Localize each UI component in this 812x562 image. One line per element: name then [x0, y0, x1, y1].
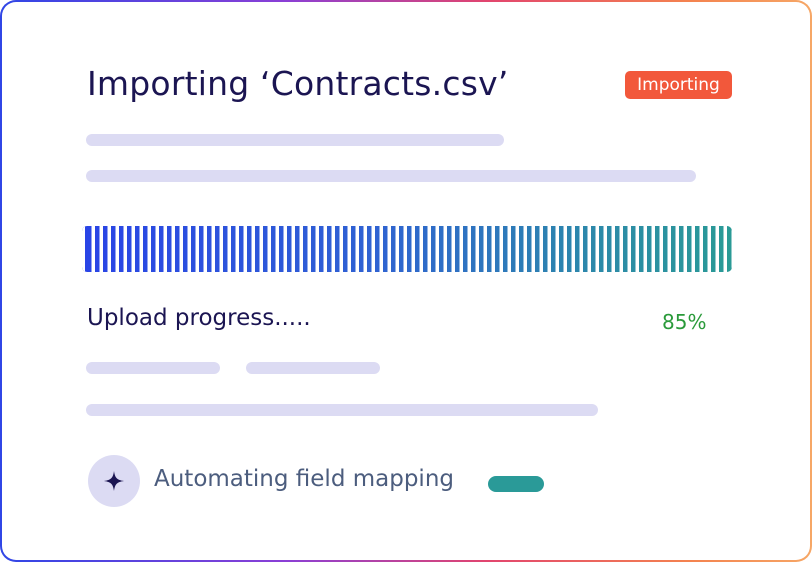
sparkle-icon [88, 455, 140, 507]
skeleton-line [246, 362, 380, 374]
skeleton-line [86, 170, 696, 182]
sparkle [104, 471, 124, 491]
progress-bar [82, 226, 732, 272]
progress-percent: 85% [662, 310, 707, 334]
title: Importing ‘Contracts.csv’ [87, 64, 509, 103]
progress-label: Upload progress..... [87, 305, 311, 331]
status-badge: Importing [625, 71, 732, 99]
skeleton-line [86, 362, 220, 374]
skeleton-line [86, 134, 504, 146]
status-text: Automating field mapping [154, 466, 454, 492]
progress-stripes [82, 226, 732, 272]
status-pill [488, 476, 544, 492]
skeleton-line [86, 404, 598, 416]
